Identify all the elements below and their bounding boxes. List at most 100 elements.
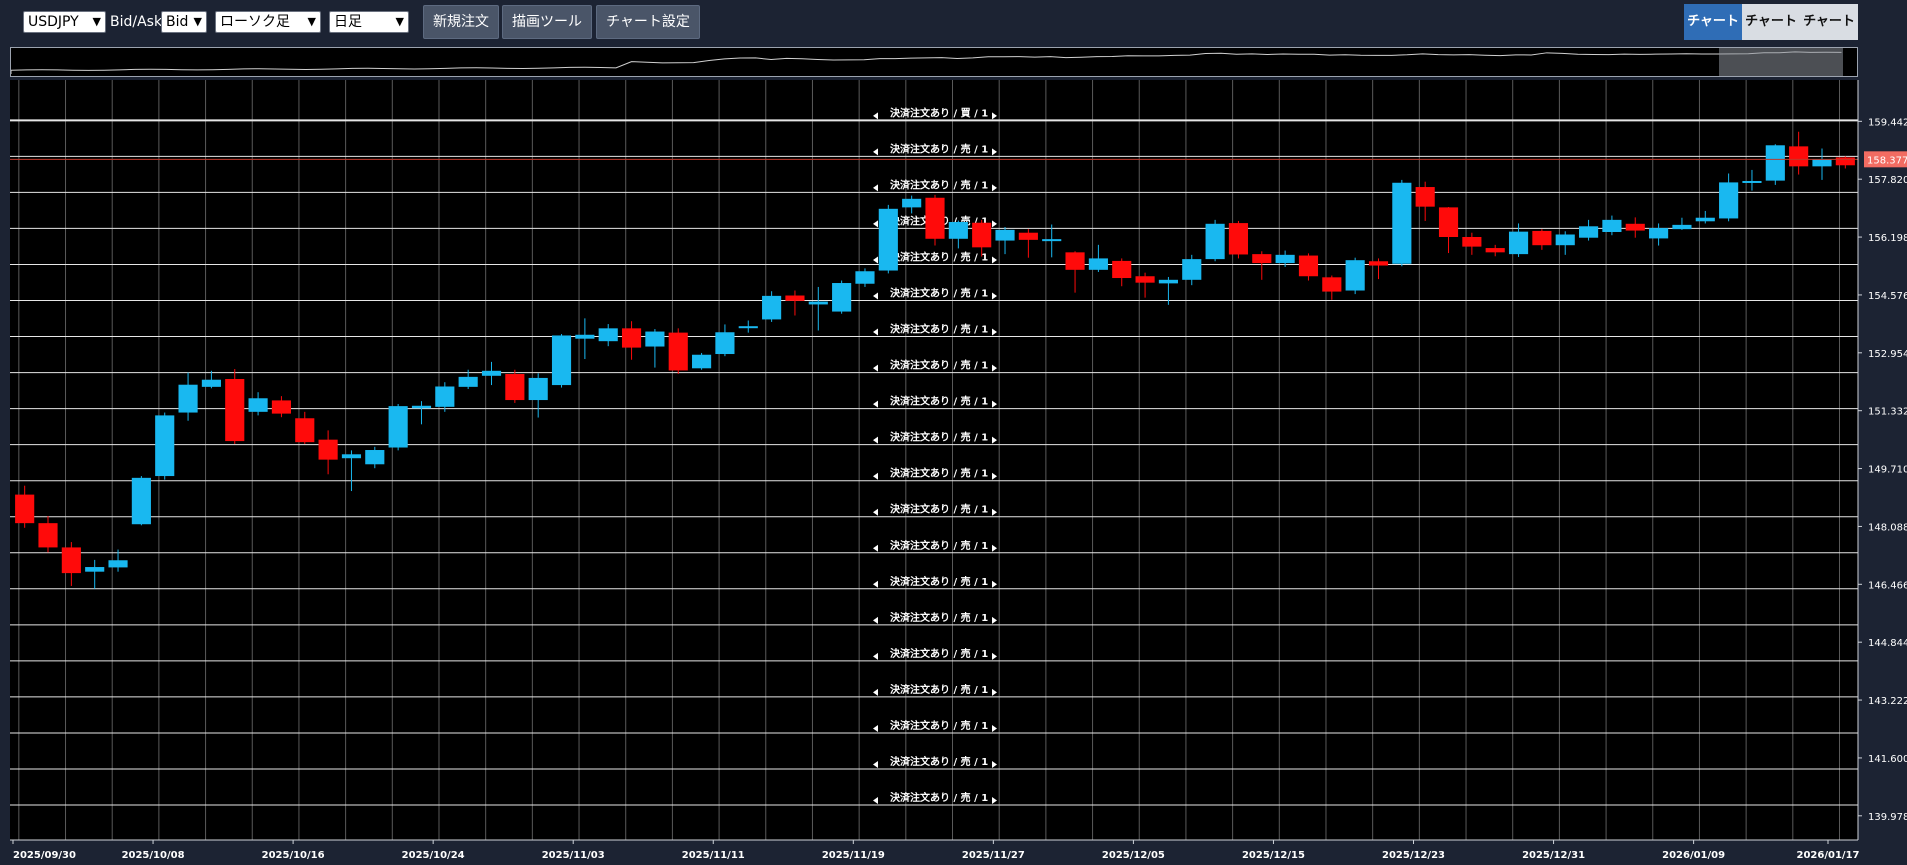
bidask-select[interactable]: Bid ▼ bbox=[161, 11, 207, 33]
candle-body bbox=[738, 326, 758, 329]
candle bbox=[1182, 254, 1202, 286]
x-tick-label: 2025/11/11 bbox=[682, 850, 745, 861]
order-label: 決済注文あり / 売 / 1 bbox=[890, 287, 988, 300]
chart-type-select[interactable]: ローソク足 ▼ bbox=[215, 11, 321, 33]
navigator-line bbox=[10, 51, 1842, 74]
candle-body bbox=[178, 384, 198, 413]
navigator-window-handle[interactable] bbox=[1719, 48, 1843, 76]
candle bbox=[1742, 169, 1762, 191]
arrow-left-icon bbox=[873, 256, 878, 264]
candle-body bbox=[505, 374, 525, 401]
candle-body bbox=[1392, 182, 1412, 264]
candle-body bbox=[1415, 187, 1435, 207]
order-label: 決済注文あり / 売 / 1 bbox=[890, 791, 988, 804]
y-tick-label: 139.978 bbox=[1868, 812, 1907, 823]
x-tick-label: 2025/12/15 bbox=[1242, 850, 1305, 861]
x-tick-label: 2025/11/19 bbox=[822, 850, 885, 861]
candle bbox=[1392, 179, 1412, 267]
arrow-right-icon bbox=[992, 797, 997, 805]
y-tick-label: 154.576 bbox=[1868, 291, 1907, 302]
candle bbox=[598, 324, 618, 347]
chart-navigator[interactable] bbox=[10, 47, 1858, 77]
candle bbox=[1205, 219, 1225, 262]
arrow-left-icon bbox=[873, 292, 878, 300]
candle-body bbox=[808, 301, 828, 305]
candle bbox=[155, 412, 175, 480]
candlestick-chart[interactable]: 決済注文あり / 買 / 1 決済注文あり / 売 / 1 決済注文あり / 売 /… bbox=[0, 80, 1907, 865]
candle-body bbox=[1345, 260, 1365, 291]
candle bbox=[1602, 215, 1622, 236]
candle-body bbox=[155, 415, 175, 477]
order-label: 決済注文あり / 売 / 1 bbox=[890, 250, 988, 263]
candle bbox=[1042, 224, 1062, 258]
candle-body bbox=[1765, 145, 1785, 181]
timeframe-value: 日足 bbox=[334, 14, 362, 30]
candle-body bbox=[948, 222, 968, 239]
candle bbox=[505, 369, 525, 403]
x-tick-label: 2025/10/16 bbox=[262, 850, 325, 861]
arrow-left-icon bbox=[873, 580, 878, 588]
new-order-button[interactable]: 新規注文 bbox=[423, 5, 499, 39]
arrow-right-icon bbox=[992, 652, 997, 660]
candle-body bbox=[598, 328, 618, 342]
candle-body bbox=[1368, 261, 1389, 266]
candle-body bbox=[38, 523, 58, 548]
chevron-down-icon: ▼ bbox=[92, 15, 101, 28]
candle-body bbox=[1228, 223, 1249, 255]
candle-body bbox=[972, 222, 992, 248]
symbol-select[interactable]: USDJPY ▼ bbox=[23, 11, 106, 33]
candle-body bbox=[1158, 279, 1178, 284]
candle bbox=[178, 372, 198, 421]
candle bbox=[481, 361, 502, 386]
chevron-down-icon: ▼ bbox=[193, 15, 202, 28]
candle-body bbox=[1322, 277, 1342, 292]
arrow-left-icon bbox=[873, 544, 878, 552]
order-label: 決済注文あり / 買 / 1 bbox=[890, 106, 988, 119]
candle bbox=[1695, 210, 1715, 224]
current-price-badge bbox=[1864, 151, 1907, 168]
candle-body bbox=[1602, 219, 1622, 232]
arrow-left-icon bbox=[873, 652, 878, 660]
chevron-down-icon: ▼ bbox=[395, 15, 404, 28]
candle bbox=[341, 450, 362, 492]
candle bbox=[388, 403, 408, 451]
arrow-left-icon bbox=[873, 472, 878, 480]
x-tick-label: 2025/10/24 bbox=[402, 850, 465, 861]
candle bbox=[1228, 220, 1249, 259]
symbol-value: USDJPY bbox=[28, 14, 79, 30]
chart-settings-button[interactable]: チャート設定 bbox=[596, 5, 700, 39]
timeframe-select[interactable]: 日足 ▼ bbox=[329, 11, 409, 33]
candle bbox=[1508, 223, 1529, 257]
candle-body bbox=[1625, 223, 1645, 231]
arrow-right-icon bbox=[992, 292, 997, 300]
x-tick-label: 2025/12/05 bbox=[1102, 850, 1165, 861]
tab-chart-3[interactable]: チャート3 bbox=[1800, 4, 1858, 65]
candle-body bbox=[201, 379, 221, 387]
candle-body bbox=[1275, 254, 1295, 264]
x-tick-label: 2025/12/23 bbox=[1382, 850, 1445, 861]
candle-body bbox=[1485, 248, 1505, 253]
candle bbox=[1018, 229, 1038, 258]
y-tick-label: 156.198 bbox=[1868, 233, 1907, 244]
candle-body bbox=[762, 295, 782, 320]
candle bbox=[61, 542, 81, 586]
candle-body bbox=[108, 560, 128, 568]
tab-chart-1[interactable]: チャート1 bbox=[1684, 4, 1742, 65]
arrow-left-icon bbox=[873, 400, 878, 408]
candle bbox=[1298, 253, 1319, 281]
candle-body bbox=[271, 400, 292, 414]
candle bbox=[1252, 251, 1272, 280]
y-tick-label: 144.844 bbox=[1868, 638, 1907, 649]
candle-body bbox=[832, 283, 852, 312]
tab-chart-2[interactable]: チャート2 bbox=[1742, 4, 1800, 65]
candle-body bbox=[1252, 254, 1272, 264]
order-label: 決済注文あり / 売 / 1 bbox=[890, 431, 988, 444]
arrow-right-icon bbox=[992, 148, 997, 156]
order-label: 決済注文あり / 売 / 1 bbox=[890, 575, 988, 588]
candle bbox=[38, 516, 58, 553]
arrow-right-icon bbox=[992, 436, 997, 444]
candle bbox=[131, 476, 151, 526]
order-label: 決済注文あり / 売 / 1 bbox=[890, 142, 988, 155]
order-label: 決済注文あり / 売 / 1 bbox=[890, 467, 988, 480]
drawing-tools-button[interactable]: 描画ツール bbox=[502, 5, 592, 39]
